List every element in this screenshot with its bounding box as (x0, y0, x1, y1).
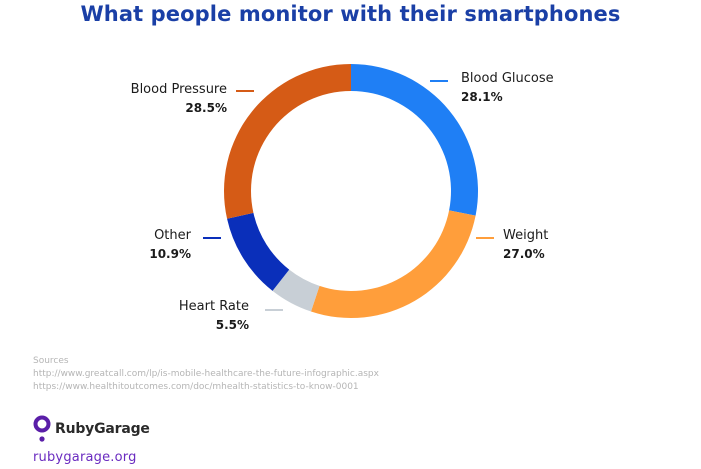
slice-label-other: Other (154, 228, 191, 243)
source-link-2[interactable]: https://www.healthitoutcomes.com/doc/mhe… (33, 382, 359, 392)
slice-label-blood-pressure: Blood Pressure (130, 82, 227, 97)
label-blood-glucose: Blood Glucose 28.1% (461, 70, 554, 106)
leader-blood-glucose (430, 80, 448, 82)
slice-label-heart-rate: Heart Rate (178, 299, 249, 314)
slice-blood-pressure (224, 64, 351, 219)
slice-label-weight: Weight (503, 228, 549, 243)
slice-value-blood-glucose: 28.1% (461, 90, 503, 104)
chart-title: What people monitor with their smartphon… (80, 2, 621, 26)
sources-heading: Sources (33, 356, 69, 366)
source-link-1[interactable]: http://www.greatcall.com/lp/is-mobile-he… (33, 369, 379, 379)
slice-heart-rate (272, 269, 320, 312)
leader-weight (476, 237, 494, 239)
slice-blood-glucose (351, 64, 478, 216)
leader-other (203, 237, 221, 239)
brand-site-link[interactable]: rubygarage.org (33, 450, 137, 465)
sources: Sources http://www.greatcall.com/lp/is-m… (33, 355, 379, 394)
leader-blood-pressure (236, 90, 254, 92)
label-weight: Weight 27.0% (503, 227, 548, 263)
label-other: Other 10.9% (149, 227, 191, 263)
slice-value-heart-rate: 5.5% (215, 318, 249, 332)
slice-weight (310, 210, 476, 318)
rubygarage-logo-icon (33, 415, 51, 442)
slice-value-other: 10.9% (149, 247, 191, 261)
brand-name: RubyGarage (55, 421, 150, 437)
brand-logo[interactable]: RubyGarage (33, 412, 150, 446)
slice-other (227, 212, 290, 291)
label-heart-rate: Heart Rate 5.5% (179, 298, 249, 334)
slice-label-blood-glucose: Blood Glucose (461, 71, 554, 86)
slice-value-blood-pressure: 28.5% (185, 101, 227, 115)
label-blood-pressure: Blood Pressure 28.5% (131, 81, 227, 117)
slice-value-weight: 27.0% (503, 247, 545, 261)
leader-heart-rate (265, 309, 283, 311)
